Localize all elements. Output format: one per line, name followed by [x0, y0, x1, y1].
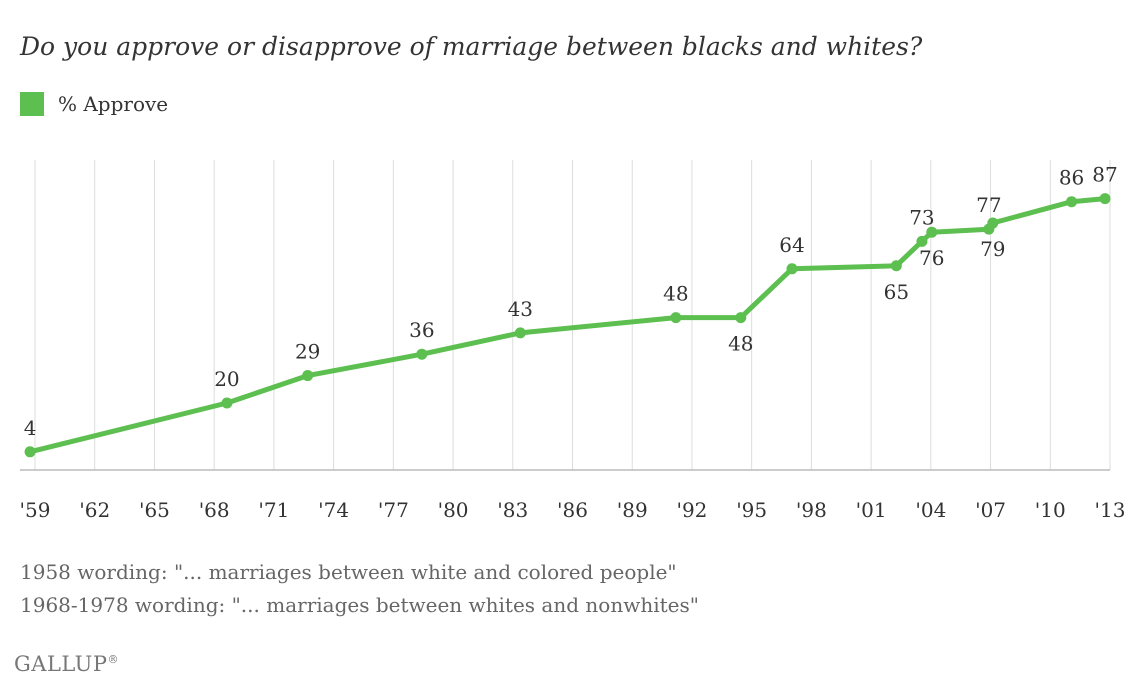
x-tick-label-2001: '01	[856, 498, 887, 522]
x-tick-label-1974: '74	[318, 498, 349, 522]
x-tick-label-1962: '62	[79, 498, 110, 522]
x-tick-label-1977: '77	[378, 498, 409, 522]
data-point-10	[926, 226, 938, 238]
x-tick-label-1992: '92	[676, 498, 707, 522]
series-line-approve	[27, 196, 1108, 455]
data-point-6	[735, 312, 747, 324]
x-tick-label-2013: '13	[1095, 498, 1126, 522]
data-label-12: 79	[980, 237, 1005, 261]
x-tick-label-1998: '98	[796, 498, 827, 522]
x-tick-label-2007: '07	[975, 498, 1006, 522]
data-point-12	[987, 217, 999, 229]
legend-swatch	[20, 92, 44, 116]
data-point-1	[221, 397, 233, 409]
x-tick-label-1971: '71	[258, 498, 289, 522]
legend: % Approve	[20, 90, 168, 118]
x-tick-label-1986: '86	[557, 498, 588, 522]
gallup-logo: GALLUP®	[14, 652, 120, 676]
x-tick-label-1995: '95	[736, 498, 767, 522]
grid-lines	[34, 160, 1111, 470]
data-point-5	[670, 312, 682, 324]
data-label-7: 64	[779, 233, 804, 257]
data-label-6: 48	[728, 332, 753, 356]
data-point-4	[514, 327, 526, 339]
data-label-9: 73	[909, 205, 934, 229]
data-point-0	[24, 446, 36, 458]
chart-title: Do you approve or disapprove of marriage…	[20, 32, 923, 61]
footnote-1968-1978-wording: 1968-1978 wording: "... marriages betwee…	[20, 593, 699, 617]
data-point-8	[890, 260, 902, 272]
footnote-1958-wording: 1958 wording: "... marriages between whi…	[20, 560, 677, 584]
x-tick-label-1968: '68	[199, 498, 230, 522]
data-label-8: 65	[884, 280, 909, 304]
data-label-14: 87	[1092, 163, 1117, 187]
x-tick-label-1965: '65	[139, 498, 170, 522]
data-point-13	[1066, 196, 1078, 208]
data-point-3	[416, 348, 428, 360]
data-label-4: 43	[508, 297, 533, 321]
data-label-13: 86	[1059, 166, 1084, 190]
data-label-3: 36	[409, 318, 434, 342]
series-approve	[24, 193, 1111, 458]
data-point-14	[1099, 193, 1111, 205]
data-point-2	[302, 370, 314, 382]
x-tick-label-2004: '04	[915, 498, 946, 522]
data-label-2: 29	[295, 340, 320, 364]
data-label-1: 20	[214, 367, 239, 391]
x-tick-label-1983: '83	[497, 498, 528, 522]
x-tick-label-1980: '80	[438, 498, 469, 522]
legend-label: % Approve	[58, 92, 169, 116]
x-tick-label-1989: '89	[617, 498, 648, 522]
x-axis: '59 '62 '65 '68 '71 '74 '77 '80 '83 '86 '89 '92 '95 '…	[20, 469, 1126, 522]
data-labels: 4 20 29 36 43 48 48 64 65 73 76 77 79 86 87	[24, 163, 1118, 440]
data-label-0: 4	[24, 416, 37, 440]
x-tick-label-1959: '59	[20, 498, 51, 522]
data-point-7	[786, 263, 798, 275]
data-label-11: 77	[976, 193, 1001, 217]
data-point-9	[916, 235, 928, 247]
x-tick-label-2010: '10	[1035, 498, 1066, 522]
data-label-10: 76	[919, 246, 944, 270]
data-label-5: 48	[663, 282, 688, 306]
